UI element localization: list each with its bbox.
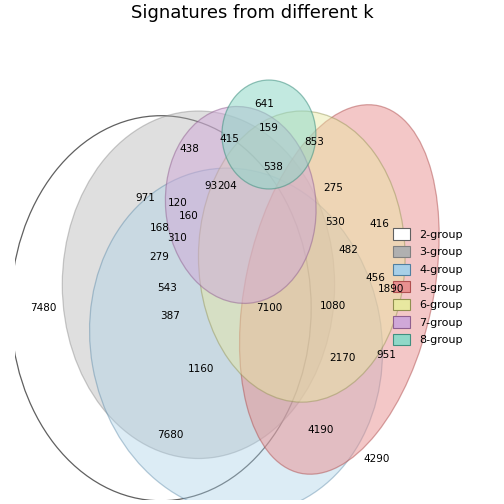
Text: 971: 971 (135, 194, 155, 204)
Text: 1080: 1080 (320, 301, 346, 311)
Text: 168: 168 (150, 223, 170, 233)
Text: 4190: 4190 (307, 425, 334, 435)
Ellipse shape (90, 168, 383, 504)
Title: Signatures from different k: Signatures from different k (131, 4, 373, 22)
Text: 279: 279 (149, 251, 169, 262)
Text: 1160: 1160 (188, 364, 215, 374)
Text: 415: 415 (220, 134, 239, 144)
Text: 310: 310 (167, 233, 187, 243)
Text: 7680: 7680 (157, 430, 183, 440)
Text: 538: 538 (264, 162, 284, 172)
Text: 159: 159 (259, 123, 279, 133)
Text: 7100: 7100 (256, 303, 282, 313)
Text: 4290: 4290 (364, 454, 390, 464)
Text: 120: 120 (168, 198, 187, 208)
Ellipse shape (165, 106, 316, 303)
Text: 456: 456 (365, 273, 385, 283)
Text: 1890: 1890 (378, 284, 404, 294)
Text: 853: 853 (304, 137, 324, 147)
Text: 482: 482 (339, 245, 359, 255)
Text: 160: 160 (179, 211, 199, 221)
Text: 530: 530 (325, 217, 345, 227)
Ellipse shape (199, 111, 405, 402)
Text: 543: 543 (158, 283, 177, 293)
Text: 416: 416 (370, 219, 390, 229)
Text: 2170: 2170 (329, 353, 355, 363)
Text: 387: 387 (160, 311, 180, 321)
Text: 7480: 7480 (30, 303, 56, 313)
Text: 951: 951 (376, 350, 396, 360)
Text: 275: 275 (323, 183, 343, 193)
Text: 93: 93 (204, 181, 217, 191)
Ellipse shape (62, 111, 335, 459)
Legend: 2-group, 3-group, 4-group, 5-group, 6-group, 7-group, 8-group: 2-group, 3-group, 4-group, 5-group, 6-gr… (390, 225, 466, 349)
Ellipse shape (222, 80, 316, 189)
Text: 438: 438 (179, 144, 199, 154)
Ellipse shape (239, 105, 439, 474)
Text: 641: 641 (255, 98, 274, 108)
Text: 204: 204 (217, 181, 236, 191)
